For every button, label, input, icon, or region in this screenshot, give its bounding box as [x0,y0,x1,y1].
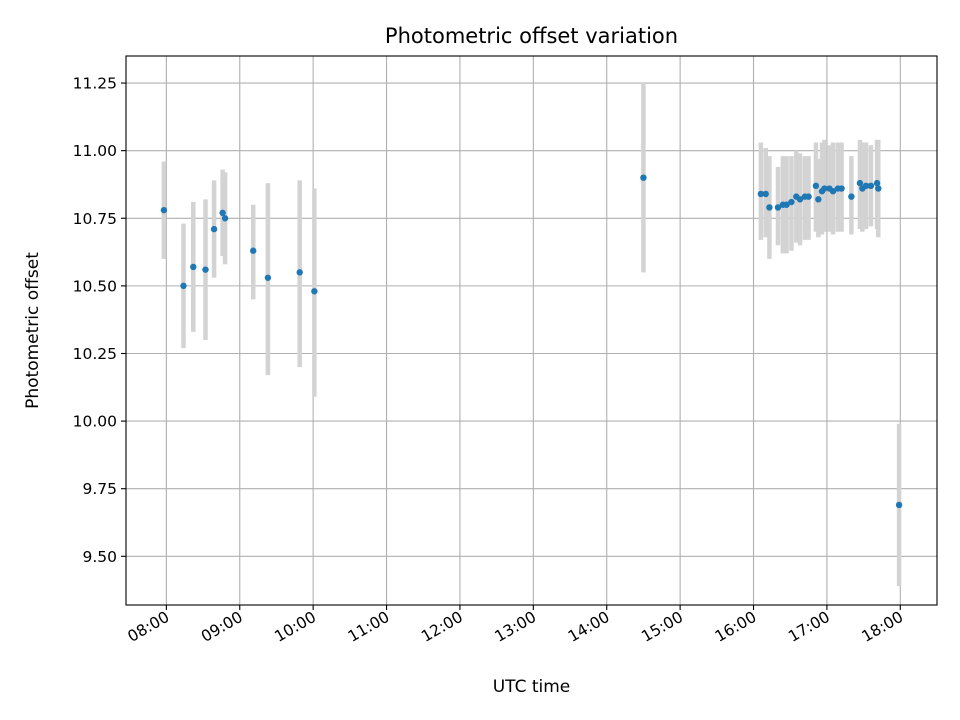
y-tick-label: 10.50 [73,277,117,295]
data-point [796,196,804,203]
data-point [815,196,822,203]
data-point [190,263,197,271]
y-tick-label: 11.00 [73,142,117,160]
data-point [757,190,765,198]
data-point [821,185,828,192]
data-point [311,288,318,295]
y-tick-label: 10.25 [73,345,117,363]
data-point [875,185,882,192]
chart-title: Photometric offset variation [385,24,678,48]
y-axis-label: Photometric offset [23,252,43,409]
data-point [180,282,187,290]
data-point [862,182,870,190]
x-axis-label: UTC time [493,677,571,697]
data-point [895,501,903,509]
data-point [848,193,855,200]
data-point [250,247,257,254]
plot-area-frame [125,55,938,606]
point-layer [160,174,903,509]
y-tick-label: 9.75 [82,480,117,498]
data-point [805,193,812,200]
data-point [221,215,229,222]
data-point [838,185,845,192]
y-tick-label: 11.25 [73,75,117,93]
data-point [856,179,864,187]
y-axis-ticks: 9.50 9.75 10.00 10.25 10.50 10.75 11.00 11.25 [73,75,126,566]
y-tick-label: 10.75 [73,210,117,228]
y-tick-label: 9.50 [82,548,117,566]
data-point [812,182,820,190]
data-point [766,204,773,211]
data-point [264,274,272,281]
data-point [774,204,782,211]
data-point [829,188,837,195]
data-point [783,201,790,208]
data-point [210,225,218,233]
data-point [219,209,226,217]
data-point [160,206,168,214]
data-point [867,182,875,190]
data-point [640,174,647,181]
data-point [296,269,303,276]
y-tick-label: 10.00 [73,413,117,431]
data-point [788,198,795,206]
data-point [202,266,209,273]
data-point [873,179,881,187]
data-point [762,190,769,198]
